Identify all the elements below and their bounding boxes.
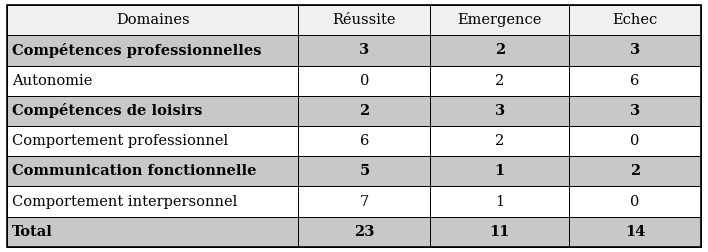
Text: 3: 3 <box>630 43 640 57</box>
Text: Emergence: Emergence <box>457 13 542 27</box>
Text: 2: 2 <box>495 43 505 57</box>
Bar <box>569 217 701 247</box>
Text: Communication fonctionnelle: Communication fonctionnelle <box>12 164 256 178</box>
Text: 14: 14 <box>625 225 645 239</box>
Text: Total: Total <box>12 225 53 239</box>
Text: 11: 11 <box>489 225 510 239</box>
Bar <box>7 156 299 186</box>
Text: 0: 0 <box>630 134 640 148</box>
Bar <box>299 126 430 156</box>
Text: 2: 2 <box>495 74 504 88</box>
Bar <box>569 126 701 156</box>
Bar <box>430 156 569 186</box>
Bar <box>7 96 299 126</box>
Text: 1: 1 <box>495 195 504 209</box>
Bar <box>299 35 430 66</box>
Bar <box>430 96 569 126</box>
Text: 2: 2 <box>359 104 370 118</box>
Text: Compétences professionnelles: Compétences professionnelles <box>12 43 261 58</box>
Text: 5: 5 <box>359 164 370 178</box>
Bar <box>569 186 701 217</box>
Text: Comportement interpersonnel: Comportement interpersonnel <box>12 195 237 209</box>
Bar <box>7 35 299 66</box>
Text: Echec: Echec <box>612 13 658 27</box>
Bar <box>430 126 569 156</box>
Text: 0: 0 <box>360 74 369 88</box>
Text: 7: 7 <box>360 195 369 209</box>
Bar <box>7 5 299 35</box>
Bar <box>569 5 701 35</box>
Bar <box>430 217 569 247</box>
Bar <box>299 217 430 247</box>
Text: Autonomie: Autonomie <box>12 74 93 88</box>
Text: 0: 0 <box>630 195 640 209</box>
Text: 1: 1 <box>495 164 505 178</box>
Text: 6: 6 <box>630 74 640 88</box>
Bar <box>430 35 569 66</box>
Text: 3: 3 <box>630 104 640 118</box>
Text: 3: 3 <box>495 104 505 118</box>
Text: Réussite: Réussite <box>333 13 396 27</box>
Text: Comportement professionnel: Comportement professionnel <box>12 134 228 148</box>
Bar <box>569 66 701 96</box>
Bar <box>299 5 430 35</box>
Bar <box>7 217 299 247</box>
Bar <box>430 66 569 96</box>
Text: Compétences de loisirs: Compétences de loisirs <box>12 103 202 118</box>
Bar <box>299 66 430 96</box>
Text: 23: 23 <box>354 225 375 239</box>
Text: 6: 6 <box>360 134 369 148</box>
Text: 2: 2 <box>495 134 504 148</box>
Text: 2: 2 <box>630 164 640 178</box>
Bar <box>299 96 430 126</box>
Text: Domaines: Domaines <box>116 13 190 27</box>
Bar <box>569 156 701 186</box>
Bar <box>299 156 430 186</box>
Bar <box>299 186 430 217</box>
Bar <box>569 35 701 66</box>
Bar <box>430 186 569 217</box>
Bar <box>430 5 569 35</box>
Text: 3: 3 <box>360 43 370 57</box>
Bar <box>7 126 299 156</box>
Bar <box>7 186 299 217</box>
Bar <box>569 96 701 126</box>
Bar <box>7 66 299 96</box>
